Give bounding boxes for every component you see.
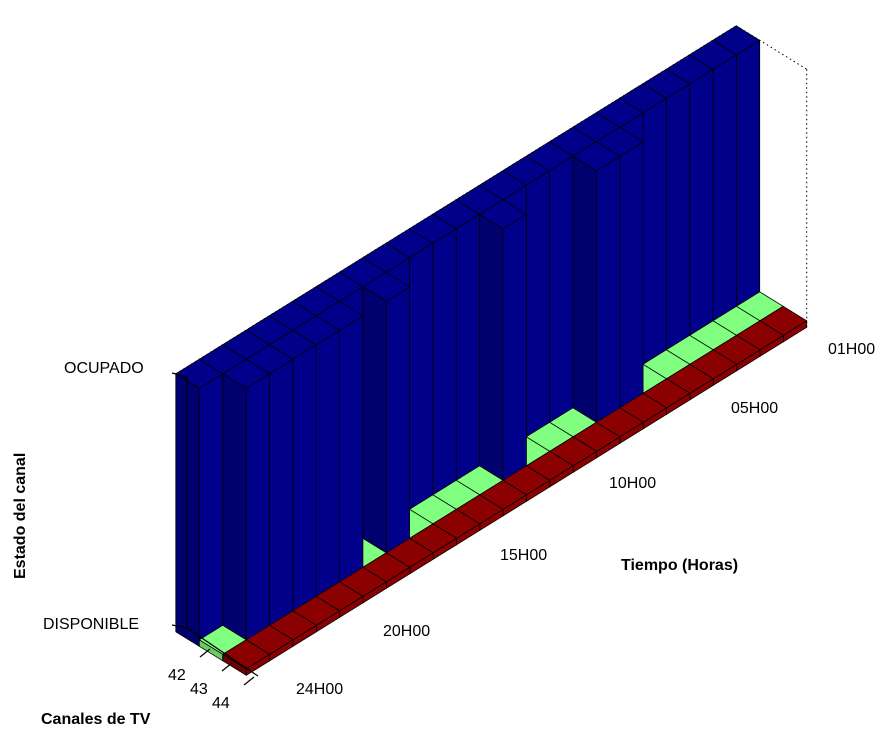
time-tick-01h00: 01H00 xyxy=(828,341,875,358)
bar-ch43-h12-front xyxy=(502,213,527,488)
bar-ch43-h17-side xyxy=(362,286,387,560)
bar-ch44-h24-top xyxy=(222,639,271,670)
bar-ch43-h19-front xyxy=(339,315,364,589)
y-tick-43 xyxy=(221,662,233,672)
z-tick-ocupado xyxy=(171,372,188,378)
x-axis-label: Tiempo (Horas) xyxy=(621,557,738,574)
bar-ch43-h23-front xyxy=(245,373,270,647)
bar-ch42-h14-front xyxy=(432,228,457,502)
axes-lines xyxy=(171,372,259,686)
y-tick-44 xyxy=(243,676,255,686)
bar-ch43-h8-top xyxy=(572,141,621,172)
time-tick-05h00: 05H00 xyxy=(731,400,778,417)
bar-ch43-h17-top xyxy=(362,271,411,302)
bar-ch43-h21-front xyxy=(292,344,317,618)
bar-ch42-h2-front xyxy=(712,54,737,328)
z-tick-disponible xyxy=(171,624,188,629)
bar-ch43-h8-side xyxy=(572,155,597,430)
bar-ch43-h20-front xyxy=(315,329,341,604)
bar-ch42-h10-front xyxy=(525,170,550,444)
bar-ch42-h15-front xyxy=(409,242,434,517)
bar-ch42-h13-front xyxy=(455,213,480,488)
bar-ch42-h24-top xyxy=(175,358,224,389)
channel-tick-43: 43 xyxy=(190,681,208,698)
y-axis-label: Canales de TV xyxy=(41,711,151,728)
time-tick-10h00: 10H00 xyxy=(609,475,656,492)
y-axis-line xyxy=(186,627,259,677)
bar-ch43-h8-front xyxy=(596,155,621,430)
bar-ch42-h3-front xyxy=(689,68,714,343)
bar-ch43-h17-front xyxy=(385,286,411,560)
channel-tick-42: 42 xyxy=(168,667,186,684)
time-tick-20h00: 20H00 xyxy=(383,623,430,640)
time-tick-15h00: 15H00 xyxy=(500,547,547,564)
y-tick-42 xyxy=(199,648,211,658)
state-tick-disponible: DISPONIBLE xyxy=(43,616,139,633)
state-tick-ocupado: OCUPADO xyxy=(64,360,144,377)
bar-ch43-h12-top xyxy=(479,199,527,230)
channel-tick-44: 44 xyxy=(212,695,230,712)
bar-ch42-h24-front xyxy=(198,373,224,647)
bars-group xyxy=(175,25,808,676)
bar-ch43-h7-front xyxy=(619,141,644,415)
bar-ch42-h5-front xyxy=(642,97,667,372)
time-tick-24h00: 24H00 xyxy=(296,681,343,698)
bar-ch42-h9-front xyxy=(549,155,574,430)
bar-ch43-h23-top xyxy=(222,358,270,389)
bar-ch43-h22-front xyxy=(269,358,294,633)
bar-ch43-h23-side xyxy=(222,373,247,647)
bar-ch43-h12-side xyxy=(479,213,504,488)
z-axis-label: Estado del canal xyxy=(12,453,29,579)
bar-ch42-h4-front xyxy=(665,83,691,357)
bar-ch42-h1-front xyxy=(736,39,761,314)
